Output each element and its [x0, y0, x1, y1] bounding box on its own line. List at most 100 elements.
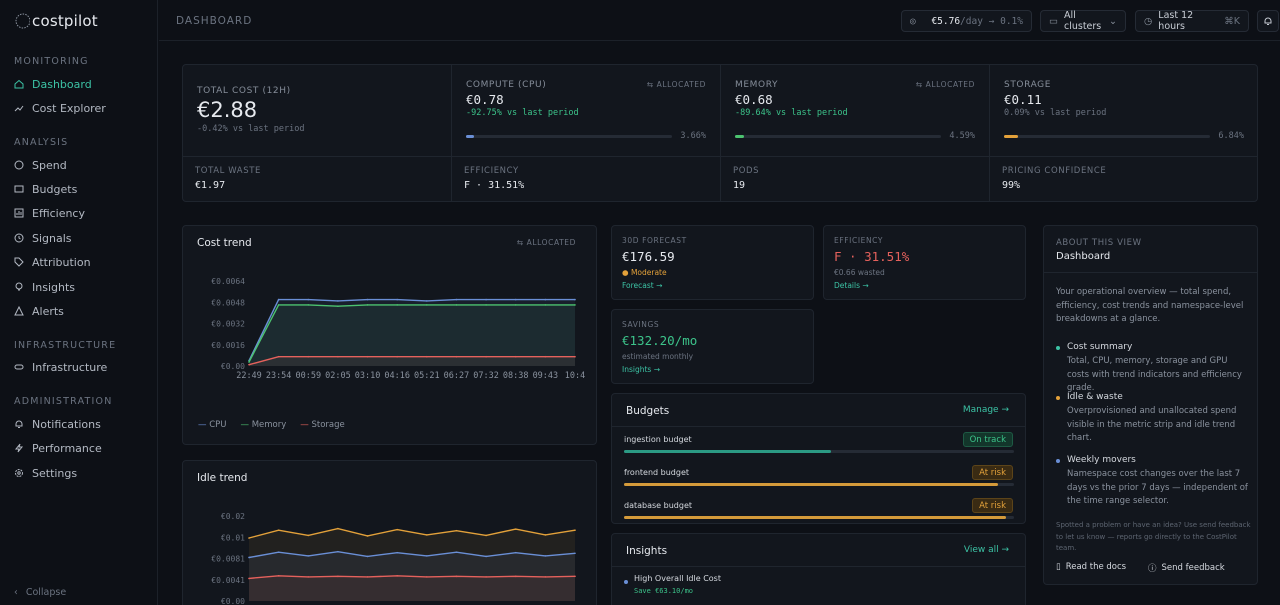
savings-link[interactable]: Insights →	[622, 365, 660, 374]
budget-progress	[624, 516, 1014, 519]
clock-icon: ◷	[1144, 15, 1153, 27]
data-point	[307, 555, 310, 557]
bullet-dot	[1056, 459, 1060, 463]
cluster-select[interactable]: ▭ All clusters ⌄	[1040, 10, 1126, 32]
sidebar-item-budgets[interactable]: Budgets	[14, 181, 77, 197]
budget-row[interactable]: database budget At risk	[612, 498, 1025, 522]
strip-title: TOTAL WASTE	[195, 166, 261, 176]
kpi-title: MEMORY	[735, 80, 779, 90]
data-point	[248, 556, 250, 559]
notifications-button[interactable]	[1257, 10, 1279, 32]
sidebar-item-efficiency[interactable]: Efficiency	[14, 205, 85, 221]
logo[interactable]: costpilot	[14, 10, 98, 32]
tag-icon	[14, 257, 24, 267]
sidebar-item-notifications[interactable]: Notifications	[14, 416, 101, 432]
kpi-cpu[interactable]: COMPUTE (CPU) ⇆ ALLOCATED €0.78 -92.75% …	[452, 65, 720, 156]
legend-memory[interactable]: — Memory	[240, 420, 287, 430]
sidebar-item-spend[interactable]: Spend	[14, 157, 67, 173]
efficiency-card: EFFICIENCY F · 31.51% €0.66 wasted Detai…	[823, 225, 1026, 300]
y-tick-label: €0.00	[221, 597, 245, 605]
alloc-toggle[interactable]: ⇆ ALLOCATED	[516, 238, 576, 247]
data-point	[426, 304, 428, 306]
data-point	[514, 528, 517, 530]
data-point	[544, 576, 547, 578]
shortcut-hint: ⌘K	[1224, 15, 1240, 27]
kpi-value: €2.88	[197, 98, 258, 122]
about-label: ABOUT THIS VIEW	[1056, 238, 1142, 248]
kpi-pct: 6.84%	[1218, 131, 1244, 141]
sidebar-item-alerts[interactable]: Alerts	[14, 303, 64, 319]
data-point	[337, 300, 339, 302]
daily-rate-pill[interactable]: ◎ €5.76/day → 0.1%	[901, 10, 1032, 32]
kpi-delta: -89.64% vs last period	[735, 108, 848, 118]
home-icon	[14, 79, 24, 89]
kpi-memory[interactable]: MEMORY ⇆ ALLOCATED €0.68 -89.64% vs last…	[721, 65, 989, 156]
kpi-alloc: ⇆ ALLOCATED	[915, 80, 975, 89]
data-point	[455, 355, 458, 358]
sidebar-item-settings[interactable]: Settings	[14, 465, 77, 481]
data-point	[396, 551, 398, 554]
data-point	[337, 550, 339, 553]
data-point	[455, 551, 458, 554]
forecast-link[interactable]: Forecast →	[622, 281, 663, 290]
bulb-icon	[15, 282, 23, 291]
kpi-total-cost[interactable]: TOTAL COST (12H) €2.88 -0.42% vs last pe…	[183, 65, 451, 156]
collapse-button[interactable]: ‹ Collapse	[14, 587, 66, 598]
data-point	[574, 529, 576, 531]
sidebar-item-cost-explorer[interactable]: Cost Explorer	[14, 100, 106, 116]
cluster-label: All clusters	[1063, 10, 1102, 32]
read-docs-link[interactable]: ▯ Read the docs	[1056, 562, 1127, 572]
legend-cpu[interactable]: — CPU	[198, 420, 227, 430]
data-point	[426, 555, 428, 557]
info-icon: ⓘ	[1148, 564, 1157, 574]
efficiency-link[interactable]: Details →	[834, 281, 869, 290]
spend-icon	[14, 160, 24, 170]
view-all-insights-link[interactable]: View all →	[963, 545, 1009, 555]
budget-row[interactable]: frontend budget At risk	[612, 465, 1025, 489]
send-feedback-link[interactable]: ⓘ Send feedback	[1148, 563, 1225, 574]
sidebar-item-insights[interactable]: Insights	[14, 279, 75, 295]
x-tick-label: 03:10	[355, 371, 381, 381]
data-point	[307, 304, 310, 306]
budget-status: At risk	[972, 498, 1013, 513]
y-tick-label: €0.02	[221, 512, 245, 521]
cluster-icon: ▭	[1049, 15, 1058, 27]
y-tick-label: €0.00	[221, 362, 245, 371]
manage-budgets-link[interactable]: Manage →	[962, 405, 1009, 415]
section-analysis: ANALYSIS	[14, 137, 69, 148]
data-point	[307, 534, 310, 537]
sidebar-item-performance[interactable]: Performance	[14, 440, 102, 456]
data-point	[485, 298, 487, 301]
kpi-title: COMPUTE (CPU)	[466, 80, 547, 90]
sidebar: costpilot MONITORING Dashboard Cost Expl…	[0, 0, 158, 605]
about-point-title: Idle & waste	[1067, 392, 1123, 402]
data-point	[574, 575, 576, 578]
memory-progress	[735, 135, 941, 138]
x-tick-label: 22:49	[236, 371, 262, 381]
data-point	[426, 576, 428, 578]
sidebar-item-attribution[interactable]: Attribution	[14, 254, 91, 270]
time-range-select[interactable]: ◷ Last 12 hours ⌘K	[1135, 10, 1249, 32]
sidebar-item-signals[interactable]: Signals	[14, 230, 72, 246]
budget-progress	[624, 483, 1014, 486]
insight-dot	[624, 580, 628, 584]
sidebar-item-dashboard[interactable]: Dashboard	[14, 76, 92, 92]
sidebar-item-label: Signals	[32, 231, 72, 245]
data-point	[337, 305, 339, 308]
alert-icon	[14, 306, 24, 316]
bullet-dot	[1056, 346, 1060, 350]
kpi-storage[interactable]: STORAGE €0.11 0.09% vs last period 6.84%	[990, 65, 1258, 156]
chart-icon	[14, 208, 24, 218]
feedback-note: Spotted a problem or have an idea? Use s…	[1056, 521, 1251, 552]
data-point	[366, 304, 369, 306]
rate-icon: ◎	[910, 15, 916, 27]
budget-row[interactable]: ingestion budget On track	[612, 432, 1025, 456]
data-point	[337, 355, 339, 358]
about-intro: Your operational overview — total spend,…	[1056, 287, 1244, 324]
sidebar-item-infrastructure[interactable]: Infrastructure	[14, 359, 107, 375]
data-point	[455, 298, 458, 301]
logo-text: costpilot	[32, 12, 98, 30]
kpi-title: TOTAL COST (12H)	[197, 86, 291, 96]
strip-value: 19	[733, 180, 746, 191]
legend-storage[interactable]: — Storage	[300, 420, 345, 430]
